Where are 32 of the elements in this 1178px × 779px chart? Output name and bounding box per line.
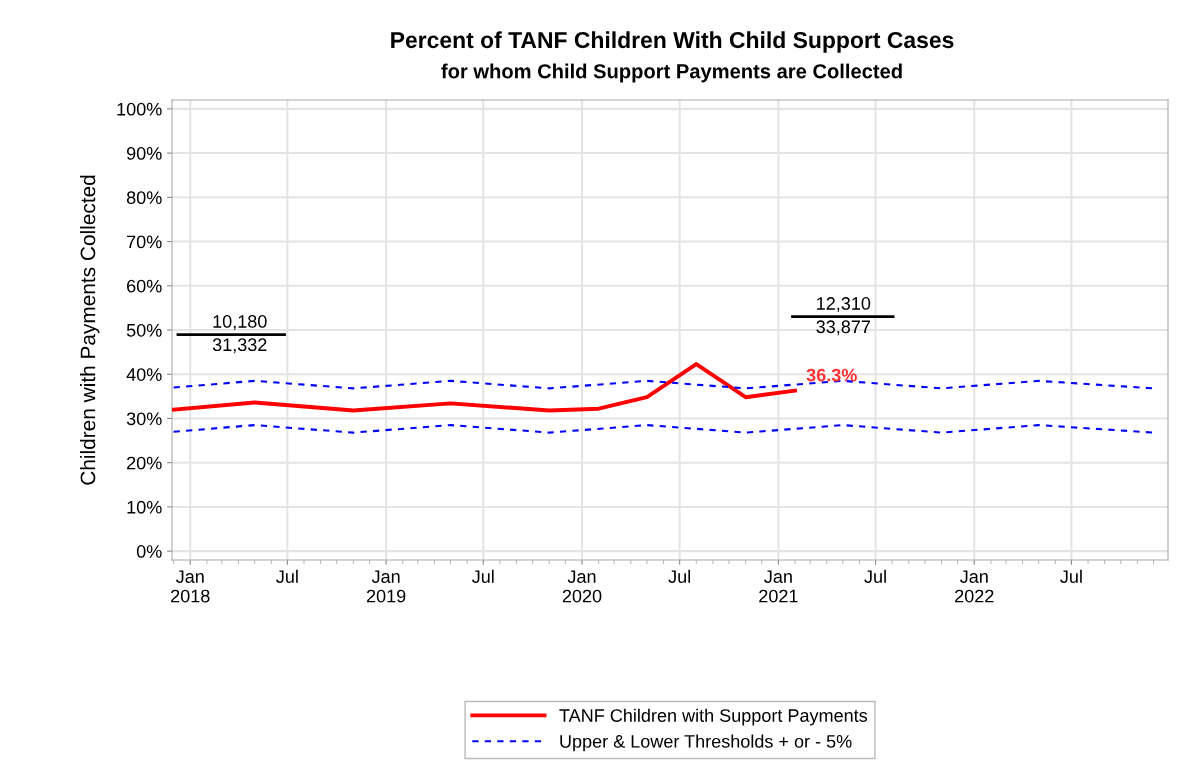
y-tick-label: 80% (126, 191, 162, 205)
y-tick-label: 70% (127, 235, 162, 249)
annotation: 31,332 (212, 338, 267, 354)
y-tick-label: 10% (127, 500, 162, 514)
legend-label: Upper & Lower Thresholds + or - 5% (560, 734, 852, 752)
legend-label: TANF Children with Support Payments (559, 708, 868, 726)
x-tick-label: Jan 2021 (759, 570, 798, 603)
x-tick-label: Jul (668, 569, 690, 583)
y-tick-label: 30% (126, 412, 162, 426)
x-tick-label: Jul (1060, 569, 1082, 583)
x-tick-label: Jul (471, 569, 494, 583)
x-tick-label: Jan 2019 (366, 570, 406, 603)
annotation: 10,180 (213, 315, 267, 330)
x-tick-label: Jan 2022 (955, 570, 994, 603)
annotation: 12,310 (817, 297, 871, 312)
line-series (172, 362, 797, 413)
annotation: 36.3% (806, 368, 857, 382)
y-tick-label: 100% (117, 102, 162, 116)
y-tick-label: 60% (127, 279, 162, 293)
x-tick-label: Jul (864, 569, 886, 583)
annotation: 33,877 (816, 320, 871, 336)
y-tick-label: 40% (126, 368, 162, 381)
chart-subtitle: for whom Child Support Payments are Collected (441, 63, 902, 83)
x-tick-label: Jul (276, 569, 298, 583)
y-tick-label: 50% (126, 323, 162, 337)
y-axis-title: Children with Payments Collected (80, 175, 100, 485)
y-tick-label: 90% (126, 147, 162, 160)
x-tick-label: Jan 2018 (171, 570, 210, 603)
y-tick-label: 0% (136, 545, 162, 558)
y-tick-label: 20% (127, 456, 162, 470)
chart-title: Percent of TANF Children With Child Support Cases (391, 31, 954, 53)
x-tick-label: Jan 2020 (562, 570, 602, 603)
